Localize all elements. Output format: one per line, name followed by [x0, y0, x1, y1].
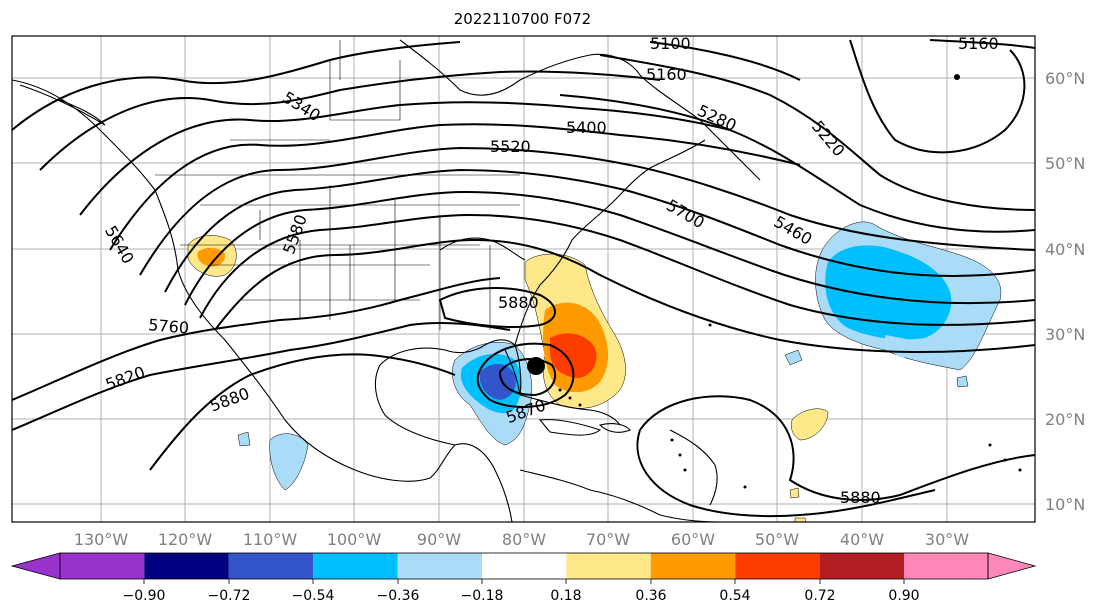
colorbar-segment [313, 553, 398, 579]
colorbar-segment [144, 553, 229, 579]
contour-label: 5880 [498, 293, 539, 312]
colorbar-label: 0.72 [804, 588, 835, 604]
colorbar-segment [819, 553, 904, 579]
contour-label: 5880 [840, 488, 881, 507]
colorbar-label: −0.36 [377, 588, 420, 604]
x-tick-label: 70°W [586, 530, 630, 549]
coastline-dots [558, 74, 1022, 489]
y-tick-label: 60°N [1045, 69, 1085, 88]
x-tick-label: 100°W [327, 530, 382, 549]
contour-label: 5160 [646, 65, 687, 84]
colorbar-segment [566, 553, 651, 579]
colorbar-label: −0.90 [123, 588, 166, 604]
colorbar-label: 0.90 [888, 588, 919, 604]
y-axis-ticks: 60°N 50°N 40°N 30°N 20°N 10°N [1045, 69, 1085, 514]
contour-label: 5160 [958, 34, 999, 53]
contour-label: 5400 [566, 118, 607, 137]
x-tick-label: 30°W [925, 530, 969, 549]
storm-center-marker [527, 357, 545, 375]
x-tick-label: 130°W [74, 530, 129, 549]
colorbar-segment [60, 553, 145, 579]
colorbar-label: 0.54 [719, 588, 750, 604]
x-tick-label: 60°W [671, 530, 715, 549]
y-tick-label: 40°N [1045, 240, 1085, 259]
chart-title: 2022110700 F072 [453, 10, 592, 28]
x-tick-label: 40°W [840, 530, 884, 549]
colorbar-label: 0.36 [635, 588, 666, 604]
colorbar-extend-high [987, 552, 1037, 580]
colorbar: −0.90 −0.72 −0.54 −0.36 −0.18 0.18 0.36 … [10, 552, 1037, 604]
x-tick-label: 110°W [243, 530, 298, 549]
x-axis-ticks: 130°W 120°W 110°W 100°W 90°W 80°W 70°W 6… [74, 530, 969, 549]
x-tick-label: 120°W [158, 530, 213, 549]
colorbar-segment [228, 553, 314, 579]
contour-label: 5760 [148, 315, 190, 337]
x-tick-label: 80°W [502, 530, 546, 549]
x-tick-label: 90°W [417, 530, 461, 549]
contour-label: 5100 [650, 34, 691, 53]
colorbar-label: −0.18 [461, 588, 504, 604]
shaded-anomaly-fields [187, 221, 1002, 522]
y-tick-label: 30°N [1045, 325, 1085, 344]
y-tick-label: 50°N [1045, 154, 1085, 173]
colorbar-label: −0.54 [292, 588, 335, 604]
colorbar-segment [482, 553, 567, 579]
y-tick-label: 10°N [1045, 495, 1085, 514]
colorbar-segment [397, 553, 482, 579]
colorbar-label: −0.72 [208, 588, 251, 604]
colorbar-extend-low [10, 552, 61, 580]
height-contours [12, 39, 1035, 518]
colorbar-segment [904, 553, 989, 579]
x-tick-label: 50°W [755, 530, 799, 549]
map-frame [11, 35, 1036, 523]
colorbar-segment [735, 553, 820, 579]
contour-label: 5520 [490, 137, 531, 156]
colorbar-label: 0.18 [550, 588, 581, 604]
y-tick-label: 20°N [1045, 410, 1085, 429]
colorbar-segment [650, 553, 736, 579]
